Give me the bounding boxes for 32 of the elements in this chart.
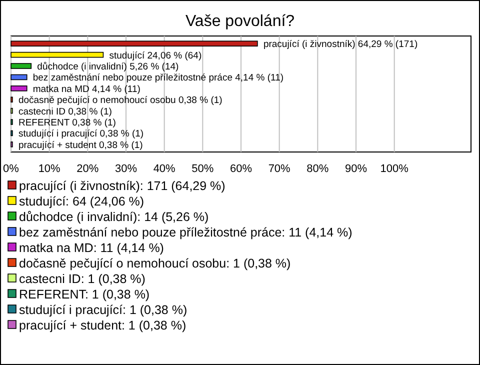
category-label: pracující (i živnostník) 64,29 % (171) — [263, 39, 418, 50]
x-tick-label: 60% — [230, 163, 252, 175]
x-tick-label: 40% — [153, 163, 176, 175]
x-tick-label: 70% — [268, 163, 291, 175]
category-label: dočasně pečující o nemohoucí osobu 0,38 % (1) — [18, 95, 222, 106]
x-tick-label: 30% — [114, 163, 138, 175]
category-label: matka na MD 4,14 % (11) — [32, 84, 140, 95]
text: dočasně pečující o nemohoucí osobu: 1 (0,38 %) — [19, 256, 291, 270]
x-tick-label: 90% — [344, 163, 368, 175]
text: castecni ID: 1 (0,38 %) — [19, 272, 146, 286]
text: pracující (i živnostník): 171 (64,29 %) — [19, 179, 226, 193]
x-tick-label: 50% — [192, 163, 214, 175]
text: matka na MD: 11 (4,14 %) — [19, 241, 164, 255]
text: studující: 64 (24,06 %) — [19, 194, 144, 208]
text: studující i pracující: 1 (0,38 %) — [19, 303, 188, 317]
x-tick-label: 80% — [306, 163, 329, 175]
text: důchodce (i invalidní): 14 (5,26 %) — [19, 210, 209, 224]
category-label: pracující + student 0,38 % (1) — [18, 140, 143, 151]
category-label: studující i pracující 0,38 % (1) — [18, 128, 144, 140]
category-label: REFERENT 0,38 % (1) — [18, 118, 116, 128]
category-label: castecni ID 0,38 % (1) — [18, 106, 112, 118]
x-tick-label: 0% — [3, 163, 20, 175]
x-tick-label: 100% — [380, 163, 409, 175]
x-tick-label: 10% — [38, 163, 61, 175]
text: REFERENT: 1 (0,38 %) — [19, 288, 150, 302]
category-label: důchodce (i invalidní) 5,26 % (14) — [37, 62, 179, 72]
text: bez zaměstnání nebo pouze příležitostné práce: 11 (4,14 %) — [19, 226, 352, 240]
category-label: bez zaměstnání nebo pouze příležitostné práce 4,14 % (11) — [32, 72, 284, 84]
chart-title: Vaše povolání? — [185, 13, 295, 30]
category-label: studující 24,06 % (64) — [109, 50, 202, 62]
text: pracující + student: 1 (0,38 %) — [19, 318, 186, 332]
x-tick-label: 20% — [76, 163, 99, 175]
